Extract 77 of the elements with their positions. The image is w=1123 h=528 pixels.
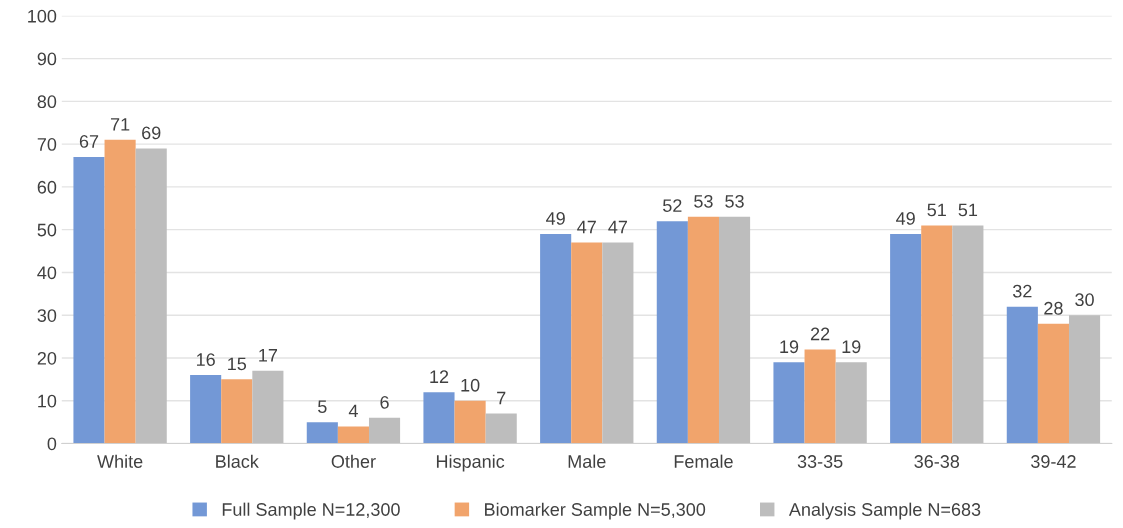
data-label: 69 (142, 126, 161, 140)
legend-label: Analysis Sample N=683 (788, 502, 981, 520)
y-tick-label: 0 (47, 437, 57, 451)
data-label: 22 (810, 327, 830, 341)
y-tick-label: 70 (37, 138, 57, 151)
bar (540, 233, 572, 444)
y-tick-label: 30 (37, 309, 57, 322)
data-label: 19 (842, 340, 861, 354)
y-tick-label: 80 (37, 95, 57, 109)
bar (804, 349, 836, 444)
bar (337, 426, 369, 444)
data-label: 51 (927, 203, 946, 217)
bar (921, 225, 953, 444)
x-tick-label: Other (331, 454, 376, 468)
bar (687, 216, 719, 444)
y-tick-label: 60 (37, 180, 57, 194)
y-tick-label: 90 (37, 52, 57, 66)
bar (135, 148, 167, 444)
y-tick-label: 10 (38, 394, 57, 408)
bar (454, 400, 486, 444)
data-label: 47 (608, 220, 628, 234)
data-label: 30 (1075, 293, 1094, 307)
bar (306, 422, 338, 444)
legend-label: Full Sample N=12,300 (222, 502, 400, 520)
data-label: 28 (1044, 301, 1063, 315)
bar (252, 370, 284, 444)
data-label: 4 (348, 404, 358, 418)
bar (773, 362, 805, 444)
data-label: 71 (110, 118, 130, 131)
data-label: 47 (577, 220, 596, 234)
bar (890, 233, 922, 444)
data-label: 15 (228, 357, 247, 371)
bar (485, 413, 517, 444)
x-tick-label: Hispanic (436, 454, 505, 472)
bar (718, 216, 751, 444)
x-tick-label: Black (216, 454, 259, 468)
bar (221, 379, 253, 444)
data-label: 53 (694, 194, 713, 208)
bar (571, 242, 603, 444)
x-tick-label: Male (568, 454, 606, 468)
bar (602, 242, 634, 444)
bar (656, 221, 688, 444)
data-label: 52 (663, 199, 682, 212)
data-label: 32 (1012, 284, 1032, 298)
data-label: 5 (318, 400, 327, 414)
y-tick-label: 50 (37, 223, 57, 237)
y-tick-label: 20 (37, 351, 57, 365)
data-label: 10 (461, 378, 480, 392)
legend-label: Biomarker Sample N=5,300 (485, 502, 706, 520)
y-tick-label: 40 (37, 266, 57, 280)
data-label: 19 (780, 340, 799, 354)
data-label: 67 (79, 135, 99, 148)
data-label: 49 (546, 212, 565, 225)
y-tick-label: 100 (28, 9, 57, 23)
bar (423, 392, 455, 444)
bar (368, 417, 401, 444)
data-label: 6 (380, 395, 389, 409)
bar (1006, 306, 1038, 444)
data-label: 49 (896, 212, 915, 225)
data-label: 53 (725, 194, 744, 208)
x-tick-label: 36-38 (914, 455, 960, 468)
bar (1037, 323, 1069, 444)
x-tick-label: Female (674, 454, 733, 468)
bar (835, 362, 867, 444)
bar (1068, 315, 1101, 444)
bar (73, 156, 105, 444)
data-label: 17 (259, 349, 278, 362)
data-label: 7 (497, 391, 506, 405)
bar (952, 225, 984, 444)
bar (104, 139, 136, 444)
data-label: 16 (196, 353, 215, 366)
data-label: 51 (958, 203, 978, 217)
x-tick-label: White (97, 454, 143, 468)
bar (190, 375, 222, 444)
data-label: 12 (430, 370, 449, 383)
x-tick-label: 39-42 (1031, 455, 1076, 468)
x-tick-label: 33-35 (797, 455, 843, 468)
